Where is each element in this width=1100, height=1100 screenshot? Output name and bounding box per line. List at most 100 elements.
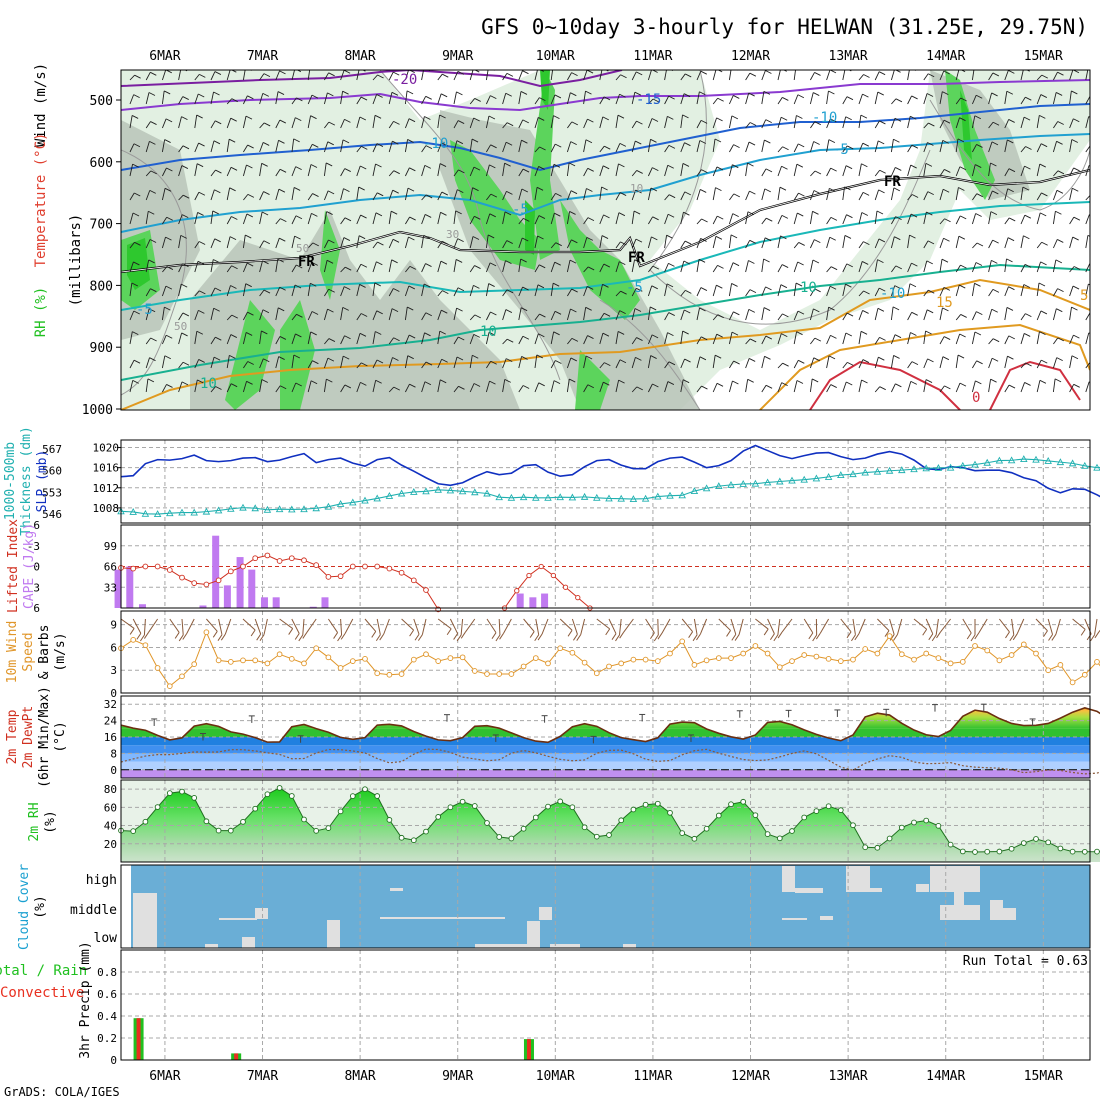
rh-line-point (227, 827, 234, 834)
upper-barb (550, 213, 555, 225)
upper-barb (550, 242, 557, 249)
upper-barb (469, 216, 475, 225)
upper-barb (421, 381, 426, 393)
upper-barb (583, 118, 588, 129)
thickness-tick-label: 546 (42, 508, 62, 521)
upper-barb (890, 187, 895, 201)
rh-line-point (630, 806, 637, 813)
upper-barb-flag (296, 313, 303, 318)
upper-barb (712, 355, 716, 369)
wind-barb-flag (446, 628, 452, 636)
upper-barb (453, 386, 459, 393)
cloud-frame (120, 864, 1091, 949)
upper-barb (307, 242, 314, 249)
upper-barb-flag (506, 338, 514, 343)
upper-barb-flag (134, 74, 141, 79)
upper-barb (891, 265, 897, 273)
upper-barb-flag (717, 264, 724, 269)
upper-barb (988, 141, 993, 153)
cape-tick-label: 66 (104, 561, 117, 574)
upper-barb-flag (651, 285, 658, 290)
upper-barb-flag (747, 211, 755, 216)
upper-barb-flag (180, 283, 188, 288)
upper-barb (275, 189, 280, 201)
upper-barb (437, 114, 441, 129)
rh-line-point (410, 837, 417, 844)
rh-line-point (398, 834, 405, 841)
upper-barb (1004, 217, 1010, 225)
upper-barb (1085, 214, 1090, 225)
upper-barb (712, 265, 718, 273)
upper-barb-flag (393, 337, 400, 342)
upper-barb (194, 241, 200, 249)
upper-barb (1036, 241, 1043, 249)
upper-barb-flag (877, 140, 885, 145)
upper-barb (388, 141, 393, 153)
rh-line-point (606, 832, 612, 838)
upper-barb-flag (942, 356, 950, 361)
upper-barb-flag (862, 261, 869, 265)
upper-barb (534, 333, 539, 345)
upper-barb (583, 266, 589, 273)
upper-barb-flag (181, 165, 189, 169)
li-tick-label: -3 (27, 540, 40, 553)
upper-barb-flag (587, 335, 594, 339)
upper-barb-flag (976, 193, 983, 198)
thickness-line-point (873, 467, 882, 475)
upper-barb (583, 307, 587, 321)
upper-barb (810, 288, 815, 297)
rh-line-point (1033, 836, 1039, 842)
lifted-index-line-point (398, 569, 405, 576)
wind-barb (523, 618, 535, 632)
upper-barb-flag (618, 163, 625, 168)
upper-barb (761, 188, 766, 201)
upper-barb-flag (261, 211, 269, 216)
upper-barb-flag (682, 330, 689, 335)
upper-barb-flag (360, 381, 367, 386)
upper-barb-flag (829, 285, 837, 290)
upper-barb (647, 70, 652, 81)
wind-speed-line-point (447, 655, 454, 661)
upper-barb-flag (879, 287, 886, 292)
upper-barb-flag (1071, 90, 1078, 95)
thickness-line-point (422, 487, 430, 495)
upper-barb (307, 164, 312, 177)
upper-barb (988, 72, 994, 81)
upper-barb-flag (1038, 282, 1046, 287)
upper-barb-flag (667, 164, 674, 169)
upper-barb-flag (635, 140, 642, 145)
upper-barb (599, 145, 605, 153)
rh-line-point (276, 785, 283, 791)
upper-barb-flag (716, 117, 723, 122)
upper-barb-flag (327, 308, 334, 313)
wind-barb-flag (931, 634, 937, 642)
rh-line-point (154, 804, 161, 810)
upper-barb (469, 139, 473, 153)
upper-barb-flag (1023, 284, 1031, 288)
upper-barb (469, 383, 475, 393)
upper-barb-flag (846, 263, 853, 268)
upper-barb (583, 139, 587, 153)
rh-line-point (654, 800, 661, 807)
wind-barb-flag (212, 631, 218, 638)
upper-barb (680, 142, 685, 153)
upper-barb-flag (620, 74, 627, 79)
upper-barb-flag (536, 186, 544, 191)
upper-barb-flag (344, 286, 351, 290)
thickness-line-point (532, 493, 540, 501)
rh-line-point (435, 814, 442, 820)
upper-barb (567, 72, 572, 81)
thickness-tick-label: 553 (42, 486, 62, 499)
upper-barb-flag (780, 284, 788, 289)
upper-barb-flag (957, 354, 965, 359)
date-label-bottom: 13MAR (829, 1069, 868, 1084)
upper-barb (340, 384, 346, 393)
upper-barb-flag (506, 72, 514, 77)
wind-speed-line-point (911, 656, 917, 663)
upper-barb-flag (700, 238, 707, 242)
upper-barb-flag (328, 338, 336, 342)
upper-barb (842, 214, 847, 225)
wind-tick-label: 6 (110, 641, 117, 654)
cape-bar (114, 569, 122, 608)
upper-barb (858, 74, 864, 81)
